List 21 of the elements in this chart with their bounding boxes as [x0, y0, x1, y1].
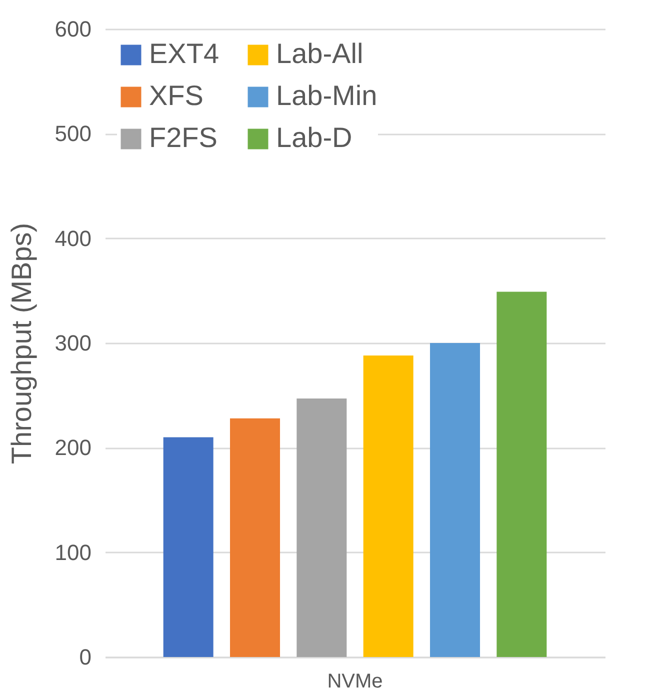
y-tick-label: 100: [54, 540, 92, 565]
x-tick-label: NVMe: [327, 670, 383, 692]
bar: [296, 398, 347, 657]
y-tick-label: 200: [54, 435, 92, 460]
legend-label: EXT4: [149, 38, 220, 69]
y-axis-title: Throughput (MBps): [6, 222, 37, 464]
bar: [230, 418, 280, 657]
legend-label: XFS: [149, 80, 204, 111]
legend-label: F2FS: [149, 122, 218, 153]
bar: [496, 292, 547, 657]
legend-label: Lab-Min: [276, 80, 378, 111]
legend-label: Lab-D: [276, 122, 352, 153]
y-tick-label: 600: [54, 16, 92, 42]
y-tick-label: 500: [54, 121, 92, 146]
bar: [430, 343, 480, 657]
y-tick-label: 300: [54, 330, 92, 356]
y-tick-label: 0: [79, 644, 92, 670]
bar: [163, 437, 214, 657]
legend-label: Lab-All: [276, 38, 364, 69]
bar: [363, 356, 414, 657]
y-tick-label: 400: [54, 226, 92, 251]
